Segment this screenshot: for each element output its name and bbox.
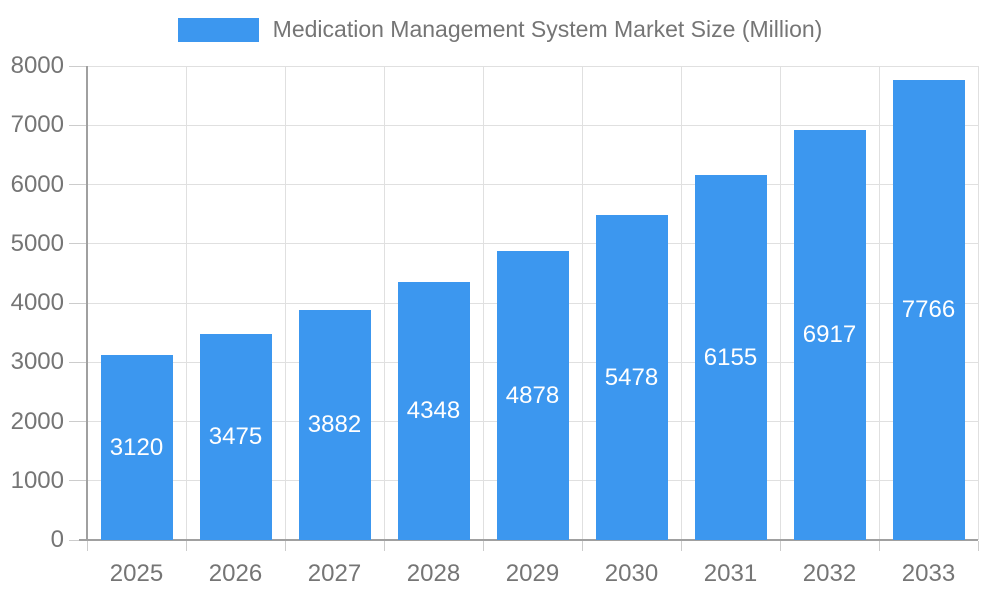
- bar[interactable]: 3882: [298, 310, 371, 540]
- x-tick: [680, 541, 682, 551]
- bar[interactable]: 4878: [496, 251, 569, 540]
- bar-value-label: 3475: [208, 423, 263, 450]
- x-tick: [185, 541, 187, 551]
- x-tick-label: 2030: [604, 560, 659, 587]
- x-tick: [284, 541, 286, 551]
- x-axis-line: [79, 539, 978, 541]
- y-grid-line: [87, 124, 978, 126]
- y-tick-label: 8000: [10, 52, 64, 79]
- bar[interactable]: 3120: [100, 355, 173, 540]
- x-tick: [977, 541, 979, 551]
- y-tick-label: 0: [50, 526, 64, 553]
- x-tick-label: 2026: [208, 560, 263, 587]
- y-tick: [69, 480, 87, 482]
- y-tick: [69, 124, 87, 126]
- x-tick: [878, 541, 880, 551]
- y-tick: [69, 421, 87, 422]
- x-tick-label: 2031: [703, 560, 758, 587]
- x-tick: [779, 541, 781, 551]
- x-tick-label: 2029: [505, 560, 560, 587]
- x-tick: [482, 541, 484, 551]
- y-grid-line: [87, 243, 978, 245]
- y-tick: [69, 243, 87, 245]
- bar[interactable]: 7766: [892, 80, 965, 540]
- x-tick-label: 2028: [406, 560, 461, 587]
- bar-value-label: 6155: [703, 343, 758, 371]
- bar-value-label: 3120: [109, 433, 164, 461]
- bar-value-label: 4348: [406, 397, 461, 424]
- x-grid-line: [482, 66, 484, 540]
- y-tick-label: 5000: [10, 229, 64, 257]
- x-grid-line: [284, 66, 286, 540]
- x-tick-label: 2033: [901, 560, 956, 587]
- legend-item[interactable]: Medication Management System Market Size…: [0, 16, 1000, 43]
- x-grid-line: [185, 66, 187, 540]
- y-tick-label: 7000: [10, 111, 64, 139]
- y-tick: [69, 65, 87, 67]
- y-grid-line: [87, 65, 978, 67]
- bar-value-label: 7766: [901, 296, 956, 323]
- x-grid-line: [581, 66, 583, 540]
- x-grid-line: [680, 66, 682, 540]
- bar-value-label: 4878: [505, 381, 560, 409]
- y-tick-label: 6000: [10, 170, 64, 198]
- x-tick: [383, 541, 385, 551]
- bar[interactable]: 6917: [793, 130, 866, 540]
- y-tick: [69, 302, 87, 304]
- y-tick-label: 2000: [10, 407, 64, 435]
- legend-swatch: [177, 17, 259, 42]
- x-grid-line: [878, 66, 880, 540]
- y-tick-label: 1000: [10, 466, 64, 494]
- legend-label: Medication Management System Market Size…: [272, 16, 823, 42]
- bar-value-label: 3882: [307, 411, 362, 438]
- bar[interactable]: 6155: [694, 175, 767, 540]
- x-tick-label: 2032: [802, 560, 857, 587]
- y-axis-line: [86, 66, 88, 541]
- bar[interactable]: 5478: [595, 215, 668, 540]
- x-grid-line: [779, 66, 781, 540]
- y-grid-line: [87, 184, 978, 185]
- x-tick: [86, 541, 88, 551]
- x-grid-line: [977, 66, 979, 540]
- x-grid-line: [383, 66, 385, 540]
- bar[interactable]: 4348: [397, 282, 470, 540]
- bar-value-label: 6917: [802, 321, 857, 348]
- y-tick: [69, 539, 87, 541]
- x-tick-label: 2027: [307, 560, 362, 587]
- x-tick: [581, 541, 583, 551]
- x-tick-label: 2025: [109, 560, 164, 587]
- y-tick: [69, 184, 87, 185]
- y-tick-label: 3000: [10, 348, 64, 376]
- bar[interactable]: 3475: [199, 334, 272, 540]
- y-tick-label: 4000: [10, 289, 64, 316]
- bar-value-label: 5478: [604, 363, 659, 391]
- y-tick: [69, 361, 87, 363]
